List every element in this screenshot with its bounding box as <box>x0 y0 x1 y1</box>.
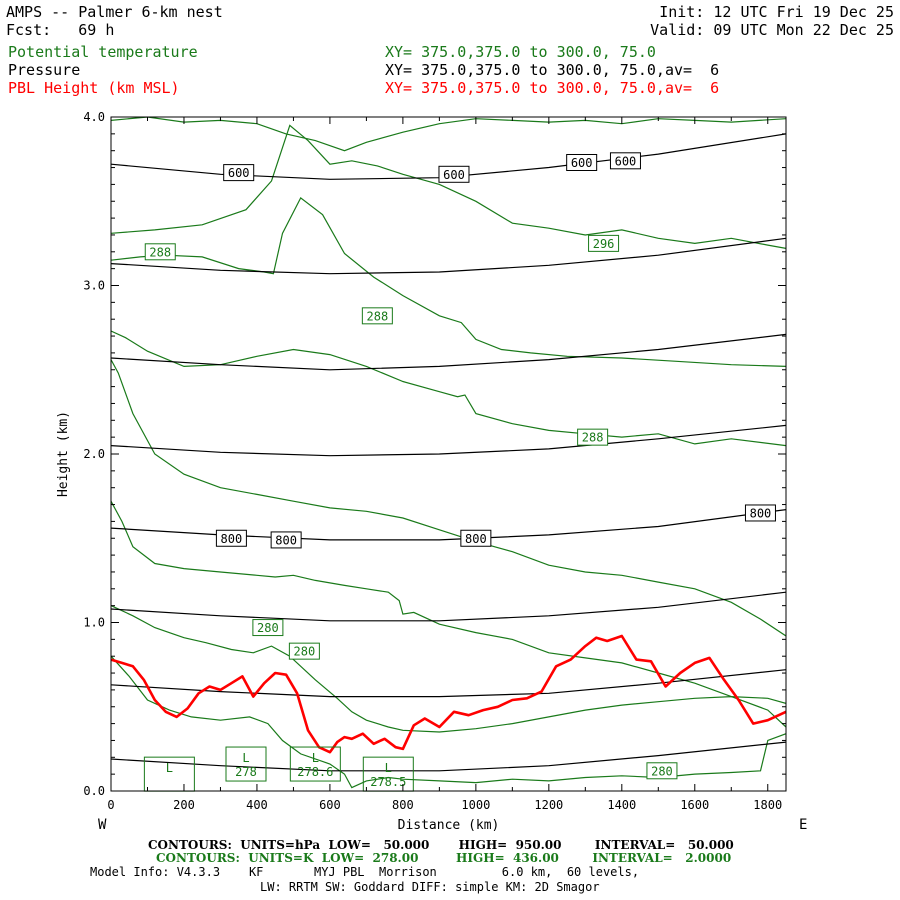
theta-contour-2 <box>111 196 786 367</box>
theta-contour-5 <box>111 500 786 728</box>
pressure-label-1-box <box>438 165 470 183</box>
theta-label-5: 280 <box>294 645 316 659</box>
pressure-contour-2 <box>111 333 786 371</box>
theta-label-5-box <box>288 642 320 660</box>
pressure-contours <box>111 133 786 772</box>
field3-xy: XY= 375.0,375.0 to 300.0, 75.0,av= 6 <box>385 79 720 97</box>
low-letter-2: L <box>312 751 319 765</box>
theta-label-3: 288 <box>582 431 604 445</box>
init-time: Init: 12 UTC Fri 19 Dec 25 <box>659 3 894 21</box>
pressure-label-5-box <box>270 531 302 549</box>
field2-name: Pressure <box>8 61 81 79</box>
low-value-3: 278.5 <box>370 775 406 789</box>
theta-label-2-box <box>361 307 393 325</box>
theta-label-0: 288 <box>149 245 171 259</box>
field2-xy: XY= 375.0,375.0 to 300.0, 75.0,av= 6 <box>385 61 720 79</box>
pressure-label-1: 600 <box>443 168 465 182</box>
east-label: E <box>799 817 807 833</box>
pressure-label-6: 800 <box>465 532 487 546</box>
theta-label-6: 280 <box>651 764 673 778</box>
x-tick-label-600: 600 <box>319 798 341 812</box>
y-tick-label-2: 2.0 <box>83 447 105 461</box>
x-tick-label-1000: 1000 <box>461 798 490 812</box>
pressure-label-4: 800 <box>221 532 243 546</box>
theta-label-3-box <box>577 428 609 446</box>
pressure-contour-info: CONTOURS: UNITS=hPa LOW= 50.000 HIGH= 95… <box>148 838 734 852</box>
field3-name: PBL Height (km MSL) <box>8 79 180 97</box>
model-info: Model Info: V4.3.3 KF MYJ PBL Morrison 6… <box>90 865 640 879</box>
theta-contour-4 <box>111 359 786 637</box>
y-tick-label-1: 1.0 <box>83 616 105 630</box>
low-value-2: 278.6 <box>297 765 333 779</box>
pressure-label-4-box <box>215 529 247 547</box>
x-tick-label-1800: 1800 <box>753 798 782 812</box>
x-axis-label: Distance (km) <box>398 818 500 833</box>
x-tick-label-200: 200 <box>173 798 195 812</box>
pbl-height-line <box>110 634 787 754</box>
theta-contour-1 <box>111 124 786 249</box>
x-tick-label-1400: 1400 <box>607 798 636 812</box>
forecast-hour: Fcst: 69 h <box>6 21 115 39</box>
low-letter-3: L <box>385 761 392 775</box>
pressure-label-0-box <box>223 164 255 182</box>
low-box-2 <box>289 746 341 782</box>
pressure-label-2-box <box>566 153 598 171</box>
low-box-1 <box>225 746 267 782</box>
x-tick-label-1200: 1200 <box>534 798 563 812</box>
low-letter-1: L <box>242 751 249 765</box>
x-tick-label-1600: 1600 <box>680 798 709 812</box>
y-axis-label: Height (km) <box>56 411 71 497</box>
theta-contour-0 <box>111 117 786 152</box>
pressure-contour-6 <box>111 669 786 698</box>
theta-label-4-box <box>252 619 284 637</box>
axes: 0 200 400 600 800 1000 1200 1400 1600 1800 0.0 1.0 2… <box>83 110 786 812</box>
theta-label-1: 296 <box>593 237 615 251</box>
y-tick-label-3: 3.0 <box>83 279 105 293</box>
pressure-label-7-box <box>744 504 776 522</box>
y-tick-label-0: 0.0 <box>83 784 105 798</box>
pressure-contour-1 <box>111 237 786 275</box>
model-title: AMPS -- Palmer 6-km nest <box>6 3 223 21</box>
low-letter-0: L <box>166 761 173 775</box>
pressure-label-6-box <box>460 529 492 547</box>
pressure-contour-4 <box>111 509 786 541</box>
theta-label-2: 288 <box>367 309 389 323</box>
valid-time: Valid: 09 UTC Mon 22 Dec 25 <box>650 21 894 39</box>
field1-xy: XY= 375.0,375.0 to 300.0, 75.0 <box>385 43 656 61</box>
y-tick-label-4: 4.0 <box>83 110 105 124</box>
theta-contours <box>111 117 786 789</box>
pressure-label-7: 800 <box>750 506 772 520</box>
pressure-label-5: 800 <box>275 533 297 547</box>
theta-contour-7 <box>111 655 786 789</box>
theta-label-0-box <box>144 243 176 261</box>
contour-labels: 600 600 600 600 800 800 800 800 288 296 288 288 280 2… <box>143 152 776 792</box>
pressure-label-3: 600 <box>615 154 637 168</box>
pressure-label-3-box <box>609 152 641 170</box>
theta-contour-6 <box>111 605 786 733</box>
theta-label-1-box <box>588 234 620 252</box>
pressure-contour-3 <box>111 424 786 457</box>
x-tick-label-0: 0 <box>107 798 114 812</box>
pressure-contour-5 <box>111 591 786 622</box>
pressure-label-2: 600 <box>571 156 593 170</box>
theta-label-4: 280 <box>257 621 279 635</box>
west-label: W <box>98 817 107 833</box>
pressure-label-0: 600 <box>228 166 250 180</box>
theta-contour-info: CONTOURS: UNITS=K LOW= 278.00 HIGH= 436.… <box>156 851 732 865</box>
x-tick-label-400: 400 <box>246 798 268 812</box>
theta-label-6-box <box>646 762 678 780</box>
pressure-contour-7 <box>111 741 786 772</box>
x-tick-label-800: 800 <box>392 798 414 812</box>
physics-info: LW: RRTM SW: Goddard DIFF: simple KM: 2D… <box>260 880 600 894</box>
theta-contour-3 <box>111 330 786 447</box>
field1-name: Potential temperature <box>8 43 198 61</box>
low-value-1: 278 <box>235 765 257 779</box>
pbl-series <box>110 634 787 754</box>
